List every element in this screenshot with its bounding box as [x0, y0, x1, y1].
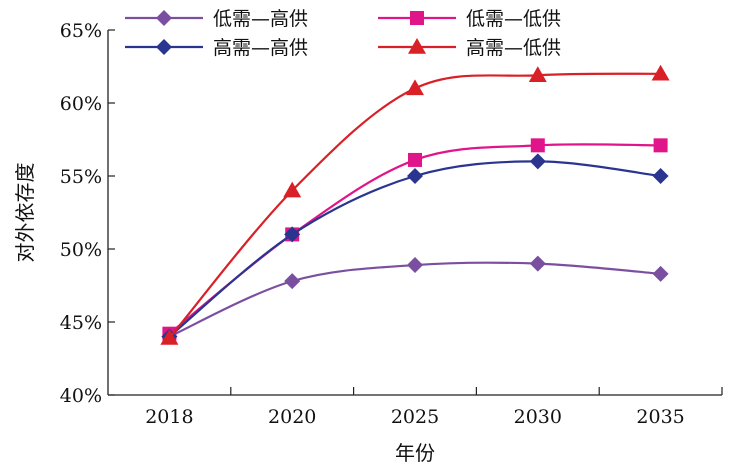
x-tick-label: 2018	[145, 406, 193, 428]
data-point	[530, 138, 545, 153]
x-tick-label: 2020	[268, 406, 316, 428]
legend-label: 低需—低供	[466, 8, 561, 30]
data-point	[160, 329, 179, 345]
legend-item: 高需—低供	[378, 37, 561, 59]
data-point	[528, 66, 547, 83]
legend-marker	[410, 11, 424, 25]
legend-label: 低需—高供	[213, 8, 308, 30]
data-point	[284, 226, 301, 243]
series-line	[168, 72, 661, 339]
legend-marker	[156, 10, 172, 26]
series-1	[161, 255, 669, 345]
legend-item: 低需—低供	[378, 8, 561, 30]
series-3	[161, 153, 669, 345]
data-point	[529, 153, 546, 170]
legend-label: 高需—低供	[466, 37, 561, 59]
series-4	[160, 64, 670, 345]
data-point	[284, 273, 301, 290]
x-tick-label: 2030	[514, 406, 562, 428]
y-tick-label: 60%	[60, 93, 102, 115]
data-point	[652, 168, 669, 184]
y-tick-label: 40%	[60, 385, 102, 407]
y-tick-label: 50%	[60, 239, 102, 261]
data-point	[529, 255, 546, 272]
x-tick-label: 2025	[391, 406, 439, 428]
y-tick-label: 65%	[60, 20, 102, 42]
y-tick-label: 55%	[60, 166, 102, 188]
x-tick-label: 2035	[636, 406, 684, 428]
data-point	[651, 64, 670, 81]
legend-item: 高需—高供	[125, 37, 308, 59]
data-point	[407, 168, 423, 184]
series-line	[168, 160, 661, 338]
legend-marker	[408, 38, 426, 54]
data-point	[408, 152, 422, 167]
data-point	[407, 257, 423, 274]
data-point	[652, 265, 669, 282]
axes: 40% 45% 50% 55% 60% 65% 2018 2020 2025 2030 2035	[60, 20, 723, 428]
x-axis-title: 年份	[395, 441, 435, 465]
data-point	[283, 181, 302, 198]
legend-label: 高需—高供	[213, 37, 308, 59]
y-axis-title: 对外依存度	[13, 163, 37, 263]
data-point	[653, 138, 668, 153]
legend-item: 低需—高供	[125, 8, 308, 30]
series-layer	[160, 64, 670, 345]
y-tick-label: 45%	[60, 312, 102, 334]
data-point	[406, 79, 424, 96]
legend-marker	[156, 39, 172, 55]
